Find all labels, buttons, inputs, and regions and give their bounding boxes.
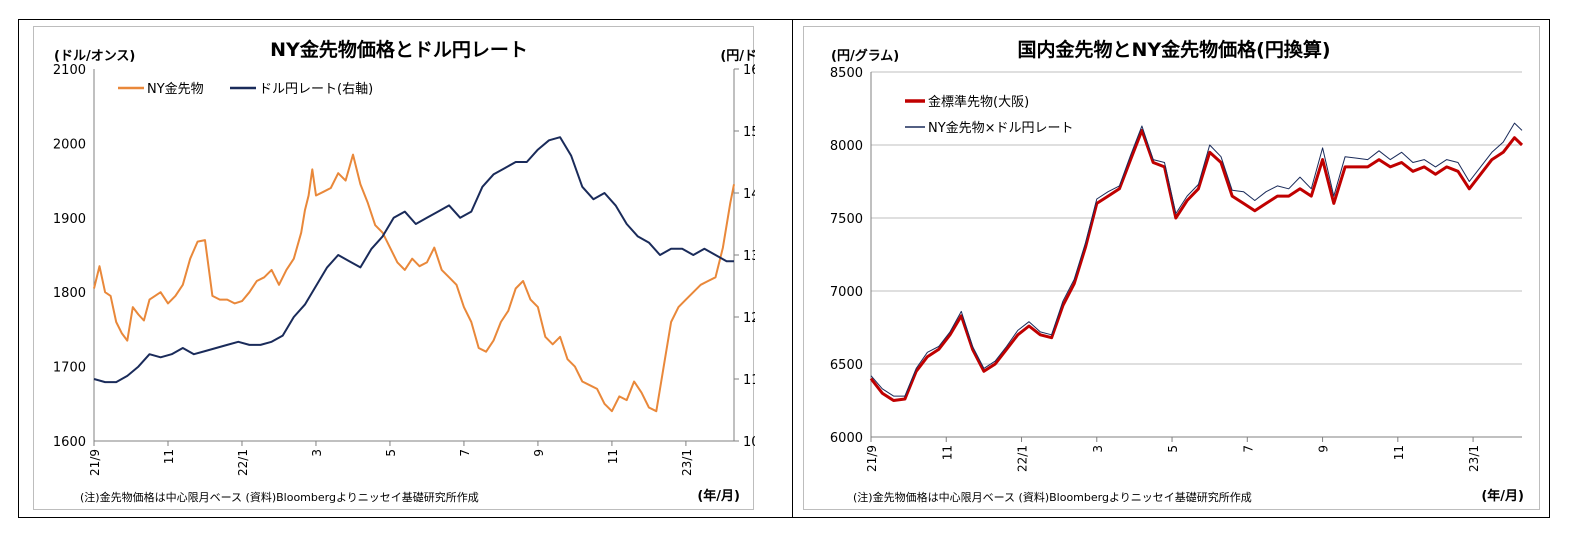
y-right-tick-label: 110 xyxy=(743,373,755,388)
legend-label-0: NY金先物 xyxy=(147,81,204,97)
y-left-tick-label: 7500 xyxy=(830,212,863,227)
series-line-1 xyxy=(93,136,734,384)
x-tick-label: 22/1 xyxy=(1016,445,1030,472)
legend-label-1: NY金先物×ドル円レート xyxy=(928,120,1074,136)
x-tick-label: 23/1 xyxy=(680,449,694,476)
series-line-1 xyxy=(870,122,1523,397)
x-tick-label: 3 xyxy=(310,449,324,457)
y-right-tick-label: 100 xyxy=(743,435,755,450)
x-tick-label: 21/9 xyxy=(88,449,102,476)
source-note: (注)金先物価格は中心限月ベース (資料)Bloombergよりニッセイ基礎研究… xyxy=(853,490,1252,504)
y-right-tick-label: 140 xyxy=(743,187,755,202)
chart-left-svg: 1600 1700 1800 1900 2000 2100 100 110 120 130 140 1… xyxy=(53,38,755,504)
y-left-tick-label: 7000 xyxy=(830,285,863,300)
legend-label-1: ドル円レート(右軸) xyxy=(259,82,373,97)
y-left-tick-label: 1600 xyxy=(53,435,86,450)
x-tick-label: 11 xyxy=(162,449,176,464)
source-note: (注)金先物価格は中心限月ベース (資料)Bloombergよりニッセイ基礎研究… xyxy=(80,490,479,504)
y-left-tick-label: 2000 xyxy=(53,137,86,152)
legend-label-0: 金標準先物(大阪) xyxy=(928,94,1029,110)
y-left-axis-title: (円/グラム) xyxy=(831,48,899,64)
x-tick-label: 11 xyxy=(940,445,954,460)
y-left-tick-label: 8000 xyxy=(830,139,863,154)
panel-divider xyxy=(792,19,793,518)
x-tick-label: 3 xyxy=(1091,445,1105,453)
x-tick-label: 22/1 xyxy=(236,449,250,476)
x-tick-label: 5 xyxy=(384,449,398,457)
chart-title: 国内金先物とNY金先物価格(円換算) xyxy=(1017,38,1330,61)
y-right-tick-label: 150 xyxy=(743,125,755,140)
chart-right-svg: 6000 6500 7000 7500 8000 8500 21/9 11 22/1 3 5 7 9 11… xyxy=(830,38,1524,504)
chart-title: NY金先物価格とドル円レート xyxy=(270,38,528,61)
x-tick-label: 11 xyxy=(606,449,620,464)
y-right-tick-label: 120 xyxy=(743,311,755,326)
y-right-tick-label: 160 xyxy=(743,63,755,78)
x-axis-title: (年/月) xyxy=(697,488,740,504)
y-left-tick-label: 1800 xyxy=(53,286,86,301)
y-right-axis-title: (円/ドル) xyxy=(720,49,755,64)
y-left-tick-label: 1900 xyxy=(53,212,86,227)
y-left-tick-label: 6500 xyxy=(830,358,863,373)
outer-frame xyxy=(18,19,1550,518)
x-tick-label: 9 xyxy=(532,449,546,457)
x-axis-title: (年/月) xyxy=(1481,488,1524,504)
x-tick-label: 7 xyxy=(458,449,472,457)
y-left-tick-label: 2100 xyxy=(53,63,86,78)
x-tick-label: 5 xyxy=(1166,445,1180,453)
y-right-tick-label: 130 xyxy=(743,249,755,264)
y-left-tick-label: 1700 xyxy=(53,361,86,376)
y-left-tick-label: 8500 xyxy=(830,66,863,81)
chart-panel-domestic-vs-ny-gold: 6000 6500 7000 7500 8000 8500 21/9 11 22/1 3 5 7 9 11… xyxy=(803,26,1540,510)
x-tick-label: 9 xyxy=(1317,445,1331,453)
series-line-0 xyxy=(93,153,735,413)
x-tick-label: 21/9 xyxy=(865,445,879,472)
y-left-tick-label: 6000 xyxy=(830,431,863,446)
x-tick-label: 23/1 xyxy=(1467,445,1481,472)
x-tick-label: 7 xyxy=(1241,445,1255,453)
chart-panel-ny-gold-usdjpy: 1600 1700 1800 1900 2000 2100 100 110 120 130 140 1… xyxy=(33,26,755,510)
series-line-0 xyxy=(869,128,1524,402)
x-tick-label: 11 xyxy=(1392,445,1406,460)
y-left-axis-title: (ドル/オンス) xyxy=(54,49,135,64)
